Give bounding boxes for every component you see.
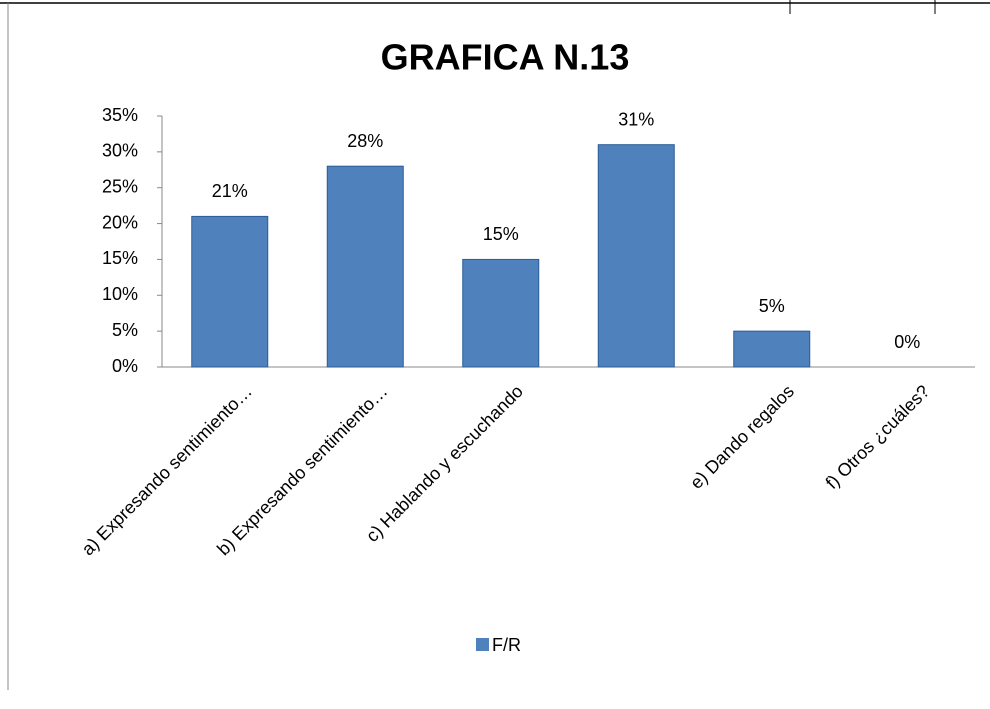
bar xyxy=(191,215,269,368)
value-label: 5% xyxy=(759,296,785,316)
value-label: 0% xyxy=(894,332,920,352)
legend-swatch xyxy=(476,638,489,651)
x-tick-label: c) Hablando y escuchando xyxy=(362,381,527,546)
y-tick-label: 15% xyxy=(102,248,138,268)
legend-label: F/R xyxy=(492,635,521,655)
bar xyxy=(733,330,811,368)
value-label: 21% xyxy=(212,181,248,201)
x-tick-label: e) Dando regalos xyxy=(686,381,798,493)
y-tick-label: 35% xyxy=(102,105,138,125)
value-label: 31% xyxy=(618,109,654,129)
bar xyxy=(597,144,675,368)
value-label: 28% xyxy=(347,131,383,151)
chart-title: GRAFICA N.13 xyxy=(381,37,630,78)
bar xyxy=(326,165,404,368)
value-label: 15% xyxy=(483,224,519,244)
y-tick-label: 10% xyxy=(102,284,138,304)
y-tick-label: 5% xyxy=(112,320,138,340)
y-tick-label: 0% xyxy=(112,356,138,376)
y-tick-label: 20% xyxy=(102,212,138,232)
y-tick-label: 25% xyxy=(102,176,138,196)
y-tick-label: 30% xyxy=(102,141,138,161)
bar xyxy=(462,258,540,368)
x-tick-label: f) Otros ¿cuáles? xyxy=(822,381,934,493)
